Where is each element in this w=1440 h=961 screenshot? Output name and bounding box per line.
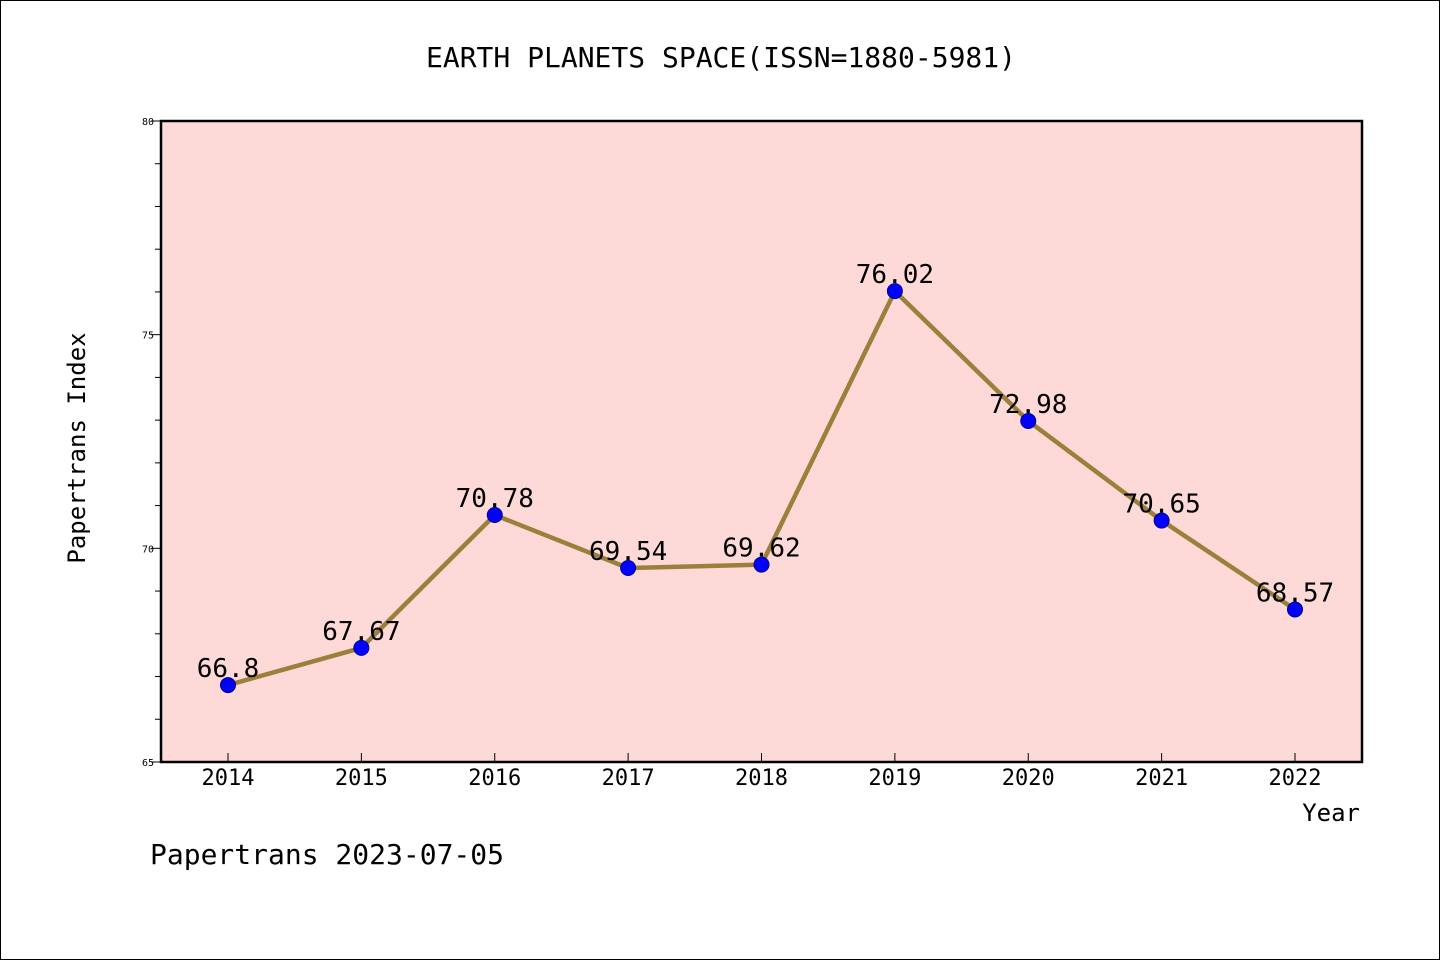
data-point-marker xyxy=(753,556,770,573)
x-tick-label: 2014 xyxy=(202,766,255,791)
x-axis-label: Year xyxy=(1302,799,1360,827)
data-point-label: 67.67 xyxy=(322,617,400,647)
data-point-label: 72.98 xyxy=(989,390,1067,420)
x-tick-label: 2021 xyxy=(1135,766,1188,791)
x-axis-ticks: 2014 2015 2016 2017 2018 2019 2020 2021 2022 xyxy=(202,753,1322,791)
plot-area xyxy=(159,119,1364,764)
x-tick-label: 2017 xyxy=(602,766,655,791)
data-point-marker xyxy=(620,559,637,576)
x-tick-label: 2016 xyxy=(468,766,521,791)
data-point-label: 66.8 xyxy=(197,654,260,684)
data-point-label: 68.57 xyxy=(1256,578,1334,608)
chart-title: EARTH PLANETS SPACE(ISSN=1880-5981) xyxy=(426,41,1016,74)
x-tick-label: 2015 xyxy=(335,766,388,791)
data-point-marker xyxy=(486,507,503,524)
data-point-marker xyxy=(220,677,236,694)
x-tick-label: 2022 xyxy=(1269,766,1322,791)
data-point-marker xyxy=(1153,512,1170,529)
data-point-marker xyxy=(1020,412,1037,429)
data-point-marker xyxy=(353,639,370,656)
data-markers xyxy=(220,283,1303,694)
y-tick-label: 65 xyxy=(142,758,154,769)
data-point-label: 76.02 xyxy=(856,260,934,290)
x-tick-label: 2020 xyxy=(1002,766,1055,791)
y-tick-label: 80 xyxy=(142,117,154,128)
data-point-label: 69.54 xyxy=(589,537,667,567)
y-tick-label: 75 xyxy=(142,331,154,342)
y-tick-label: 70 xyxy=(142,544,154,555)
data-point-marker xyxy=(1287,601,1303,618)
data-point-label: 70.78 xyxy=(456,484,534,514)
x-tick-label: 2019 xyxy=(868,766,921,791)
data-labels: 66.8 67.67 70.78 69.54 69.62 76.02 72.98 70.65 6… xyxy=(197,260,1334,684)
y-axis-label: Papertrans Index xyxy=(63,332,91,563)
data-point-label: 69.62 xyxy=(722,534,800,564)
y-axis-ticks: 65 70 75 80 xyxy=(142,117,161,769)
data-point-marker xyxy=(886,283,903,300)
data-point-label: 70.65 xyxy=(1122,490,1200,520)
footer-text: Papertrans 2023-07-05 xyxy=(150,838,504,871)
x-tick-label: 2018 xyxy=(735,766,788,791)
